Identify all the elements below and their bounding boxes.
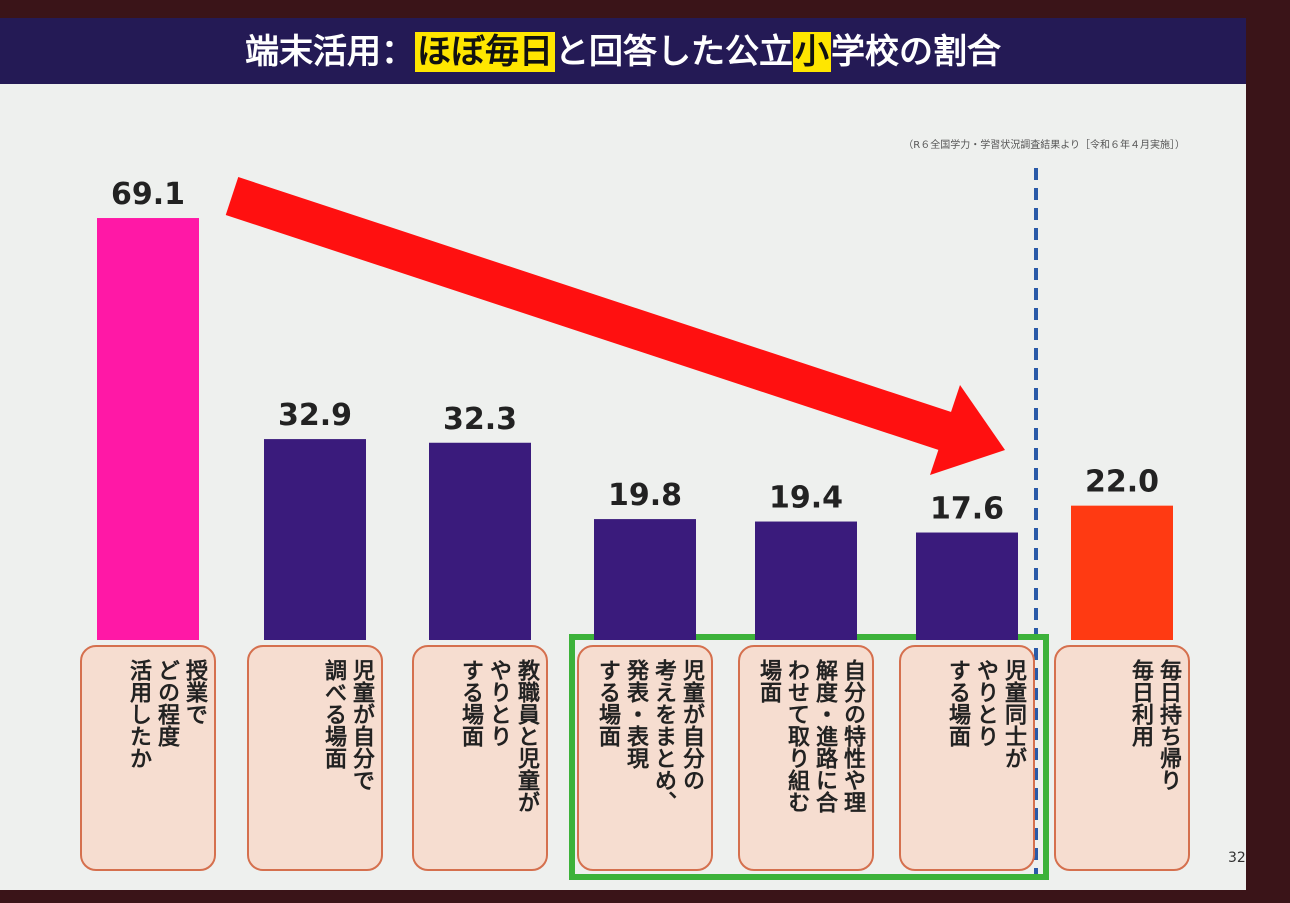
bar bbox=[755, 521, 857, 640]
source-note: （R６全国学力・学習状況調査結果より［令和６年４月実施］） bbox=[903, 140, 1185, 151]
title-segment: と回答した公立 bbox=[555, 32, 793, 72]
trend-arrow bbox=[225, 177, 955, 451]
chart-title: 端末活用：ほぼ毎日と回答した公立小学校の割合 bbox=[0, 26, 1246, 78]
value-label: 32.3 bbox=[443, 402, 517, 437]
value-label: 17.6 bbox=[930, 492, 1004, 527]
title-segment: 小 bbox=[793, 32, 831, 72]
title-bar bbox=[0, 18, 1246, 84]
bar bbox=[97, 218, 199, 640]
value-label: 69.1 bbox=[111, 177, 185, 212]
value-label: 19.8 bbox=[608, 478, 682, 513]
bar bbox=[1071, 505, 1173, 640]
arrow-head bbox=[930, 385, 1005, 475]
title-segment: 端末活用： bbox=[245, 32, 415, 72]
bar bbox=[916, 532, 1018, 640]
title-segment: 学校の割合 bbox=[831, 32, 1001, 72]
bar bbox=[429, 442, 531, 640]
bar bbox=[594, 519, 696, 640]
category-label: 教職員と児童が やりとり する場面 bbox=[412, 645, 548, 871]
page-number: 32 bbox=[1228, 850, 1246, 866]
bar bbox=[264, 439, 366, 640]
title-segment: ほぼ毎日 bbox=[415, 32, 555, 72]
value-label: 22.0 bbox=[1085, 465, 1159, 500]
category-label: 児童が自分の 考えをまとめ、 発表・表現 する場面 bbox=[577, 645, 713, 871]
category-label: 自分の特性や理 解度・進路に合 わせて取り組む 場面 bbox=[738, 645, 874, 871]
value-label: 32.9 bbox=[278, 398, 352, 433]
category-label: 児童同士が やりとり する場面 bbox=[899, 645, 1035, 871]
value-label: 19.4 bbox=[769, 481, 843, 516]
category-label: 毎日持ち帰り 毎日利用 bbox=[1054, 645, 1190, 871]
category-label: 授業で どの程度 活用したか bbox=[80, 645, 216, 871]
category-label: 児童が自分で 調べる場面 bbox=[247, 645, 383, 871]
